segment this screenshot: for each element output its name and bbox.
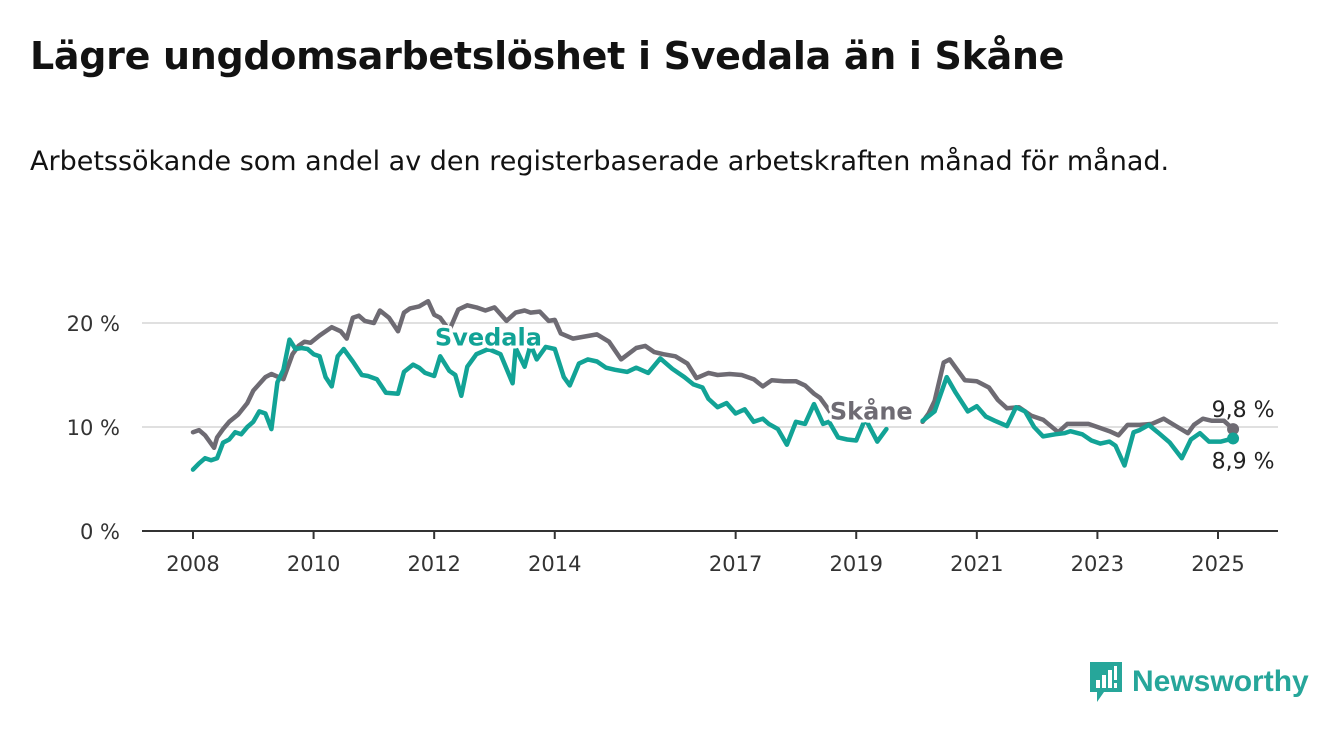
end-marker-skane [1227, 423, 1240, 436]
newsworthy-logo-text: Newsworthy [1132, 665, 1309, 698]
newsworthy-logo: Newsworthy [1088, 660, 1309, 704]
chart-title: Lägre ungdomsarbetslöshet i Svedala än i… [30, 34, 1065, 78]
series-lines [190, 298, 1236, 472]
x-tick-label: 2019 [830, 552, 883, 576]
series-labels: Skåne Svedala 9,8 % 8,9 % [432, 321, 1275, 475]
series-line-skane-late [920, 357, 1236, 438]
x-tick-label: 2023 [1071, 552, 1124, 576]
series-label: Svedala [435, 324, 542, 352]
series-line-svedala-late [920, 374, 1236, 468]
series-line-svedala [190, 337, 889, 472]
x-tick-label: 2017 [709, 552, 762, 576]
end-label-svedala: 8,9 % [1212, 449, 1275, 474]
gridlines [142, 322, 1278, 428]
series-line-skane [190, 298, 835, 451]
series-label: Skåne [830, 396, 913, 425]
x-tick-label: 2021 [950, 552, 1003, 576]
x-tick-label: 2012 [407, 552, 460, 576]
axes: 0 % 10 % 20 % 2008 2010 2012 2014 2017 2019 2021 2… [67, 312, 1278, 576]
x-tick-label: 2014 [528, 552, 581, 576]
x-tick-label: 2025 [1191, 552, 1244, 576]
y-tick-label: 20 % [67, 312, 120, 336]
y-tick-label: 10 % [67, 416, 120, 440]
y-tick-label: 0 % [80, 520, 120, 544]
end-marker-svedala [1227, 432, 1240, 445]
newsworthy-logo-icon [1090, 662, 1122, 702]
x-tick-label: 2010 [287, 552, 340, 576]
x-tick-label: 2008 [166, 552, 219, 576]
chart-subtitle: Arbetssökande som andel av den registerb… [30, 146, 1170, 177]
end-label-skane: 9,8 % [1212, 398, 1275, 423]
